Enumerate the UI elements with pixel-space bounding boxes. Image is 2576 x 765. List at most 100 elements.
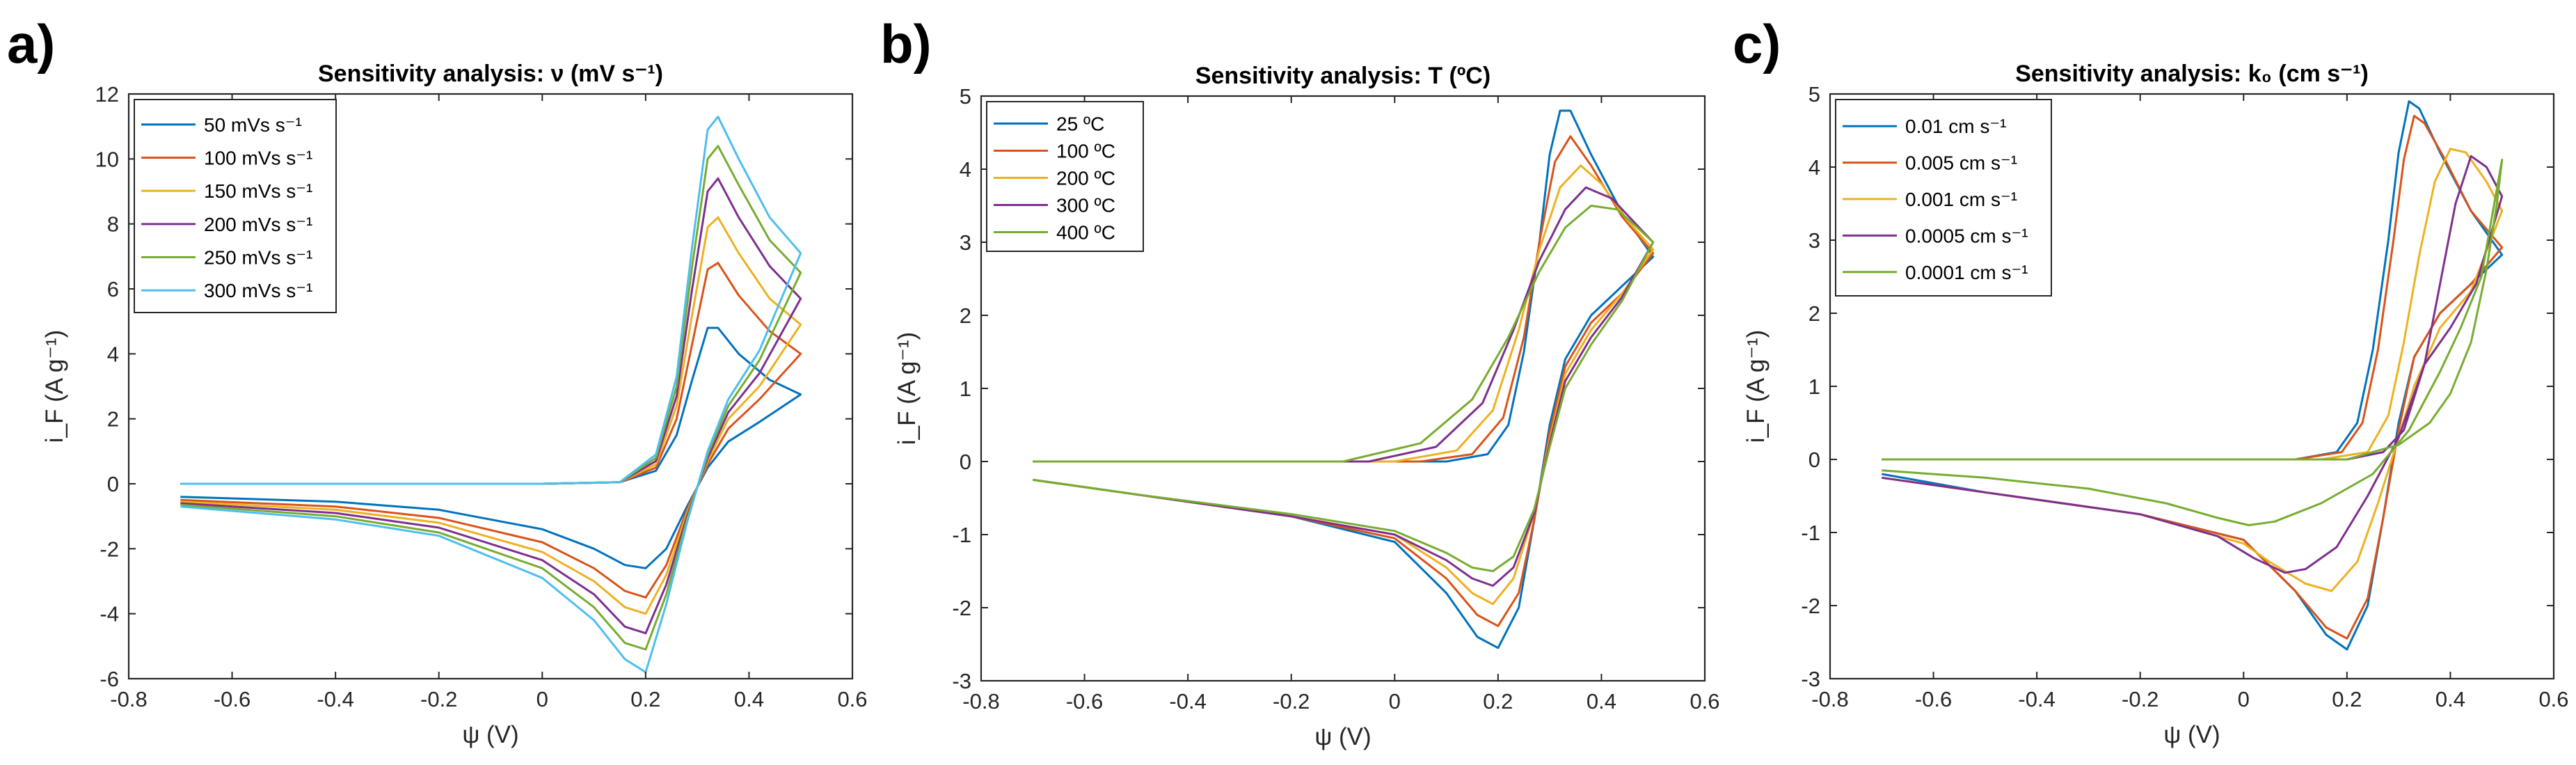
x-tick-label-c: -0.2 [2122, 687, 2158, 711]
y-tick-label-c: 3 [1808, 228, 1820, 253]
x-tick-label-a: -0.8 [110, 687, 147, 711]
x-tick-label-c: -0.6 [1915, 687, 1952, 711]
y-tick-label-c: -3 [1801, 667, 1820, 691]
x-tick-label-a: -0.2 [420, 687, 457, 711]
series-line-c-3 [1882, 148, 2504, 592]
legend-label-a-6: 300 mVs s⁻¹ [204, 280, 312, 301]
y-axis-label-c: i_F (A g⁻¹) [1742, 330, 1770, 443]
legend-label-b-3: 200 ºC [1056, 168, 1115, 189]
y-tick-label-a: 4 [107, 342, 119, 366]
x-tick-label-b: 0.2 [1483, 689, 1513, 713]
series-line-c-4 [1882, 155, 2504, 574]
legend-label-b-5: 400 ºC [1056, 222, 1115, 244]
legend-label-c-3: 0.001 cm s⁻¹ [1905, 189, 2017, 210]
series-line-b-2 [1033, 135, 1655, 627]
legend-label-c-1: 0.01 cm s⁻¹ [1905, 116, 2006, 137]
series-line-b-5 [1033, 205, 1655, 572]
y-tick-label-c: 5 [1808, 82, 1820, 107]
y-tick-label-c: -1 [1801, 521, 1820, 545]
y-tick-label-a: 12 [95, 82, 119, 107]
legend-label-a-3: 150 mVs s⁻¹ [204, 180, 312, 202]
x-tick-label-b: 0 [1389, 689, 1401, 713]
legend-label-b-1: 25 ºC [1056, 113, 1104, 135]
x-axis-label-b: ψ (V) [1314, 723, 1371, 750]
legend-label-a-5: 250 mVs s⁻¹ [204, 247, 312, 269]
axes-b: -0.8 -0.6 -0.4 -0.2 0 0.2 0.4 0.6 -3 -2 -1 0 1 2 3 4 5 ψ … [893, 84, 1720, 750]
y-tick-label-b: 5 [960, 84, 971, 109]
x-tick-label-b: 0.4 [1587, 689, 1616, 713]
legend-label-a-2: 100 mVs s⁻¹ [204, 148, 312, 169]
x-tick-label-b: -0.6 [1066, 689, 1103, 713]
title-a: Sensitivity analysis: ν (mV s⁻¹) [318, 61, 663, 87]
y-tick-label-b: -3 [952, 669, 971, 693]
y-tick-label-b: 0 [960, 450, 971, 474]
y-tick-label-b: 4 [960, 157, 971, 182]
series-line-a-5 [180, 145, 802, 651]
legend-label-a-1: 50 mVs s⁻¹ [204, 114, 302, 136]
legend-label-c-2: 0.005 cm s⁻¹ [1905, 152, 2017, 174]
y-tick-label-b: -1 [952, 523, 971, 547]
x-axis-label-c: ψ (V) [2163, 721, 2220, 748]
x-tick-label-c: 0.6 [2538, 687, 2568, 711]
panel-label-a: a) [7, 13, 55, 74]
legend-a [134, 99, 337, 313]
y-axis-label-a: i_F (A g⁻¹) [41, 330, 68, 443]
y-tick-label-c: 1 [1808, 374, 1820, 399]
y-tick-label-b: 1 [960, 377, 971, 401]
y-tick-label-a: 10 [95, 147, 119, 171]
y-tick-label-b: 3 [960, 230, 971, 255]
x-tick-label-a: -0.4 [317, 687, 353, 711]
y-tick-label-b: -2 [952, 596, 971, 620]
y-tick-label-c: 2 [1808, 301, 1820, 326]
legend-label-c-4: 0.0005 cm s⁻¹ [1905, 225, 2028, 246]
y-tick-label-a: 6 [107, 277, 119, 301]
x-tick-label-a: -0.6 [214, 687, 251, 711]
y-tick-label-c: -2 [1801, 594, 1820, 618]
x-tick-label-a: 0.4 [734, 687, 764, 711]
series-line-a-6 [180, 116, 802, 674]
x-tick-label-b: 0.6 [1689, 689, 1719, 713]
panel-c: c) Sensitivity analysis: k₀ (cm s⁻¹) -0.… [1733, 13, 2569, 748]
series-line-b-1 [1033, 109, 1655, 649]
y-tick-label-a: 8 [107, 212, 119, 237]
series-line-a-1 [180, 326, 802, 569]
x-tick-label-c: 0.4 [2435, 687, 2465, 711]
y-tick-label-a: 0 [107, 472, 119, 496]
x-tick-label-b: -0.2 [1273, 689, 1310, 713]
series-line-c-2 [1882, 115, 2504, 640]
y-tick-label-c: 0 [1808, 448, 1820, 472]
x-tick-label-b: -0.8 [962, 689, 999, 713]
series-line-a-4 [180, 177, 802, 635]
y-axis-label-b: i_F (A g⁻¹) [893, 332, 921, 445]
series-line-c-5 [1882, 159, 2504, 526]
x-tick-label-a: 0.2 [630, 687, 660, 711]
legend-label-b-2: 100 ºC [1056, 141, 1115, 162]
x-tick-label-a: 0 [536, 687, 548, 711]
x-tick-label-c: 0.2 [2332, 687, 2362, 711]
plot-frame-a [127, 93, 854, 680]
y-tick-label-a: -2 [100, 537, 119, 561]
title-b: Sensitivity analysis: T (ºC) [1195, 63, 1490, 89]
y-tick-label-a: -6 [100, 667, 119, 691]
title-c: Sensitivity analysis: k₀ (cm s⁻¹) [2015, 61, 2369, 87]
legend-b [986, 101, 1144, 252]
x-tick-label-c: -0.4 [2018, 687, 2055, 711]
x-tick-label-c: 0 [2238, 687, 2250, 711]
legend-label-b-4: 300 ºC [1056, 195, 1115, 216]
panel-b: b) Sensitivity analysis: T (ºC) -0.8 -0.6… [880, 13, 1720, 750]
y-tick-label-b: 2 [960, 303, 971, 328]
series-line-b-3 [1033, 164, 1655, 606]
x-tick-label-a: 0.6 [837, 687, 867, 711]
legend-label-a-4: 200 mVs s⁻¹ [204, 214, 312, 235]
series-line-a-3 [180, 216, 802, 615]
panel-label-b: b) [880, 13, 932, 74]
x-axis-label-a: ψ (V) [462, 721, 518, 748]
x-tick-label-b: -0.4 [1169, 689, 1206, 713]
axes-c: -0.8 -0.6 -0.4 -0.2 0 0.2 0.4 0.6 -3 -2 -1 0 1 2 3 4 5 ψ … [1742, 82, 2569, 748]
legend-label-c-5: 0.0001 cm s⁻¹ [1905, 262, 2028, 283]
panel-a: a) Sensitivity analysis: ν (mV s⁻¹) -0.8… [7, 13, 868, 748]
y-tick-label-c: 4 [1808, 155, 1820, 180]
legend-c [1835, 99, 2052, 297]
y-tick-label-a: -4 [100, 602, 119, 626]
